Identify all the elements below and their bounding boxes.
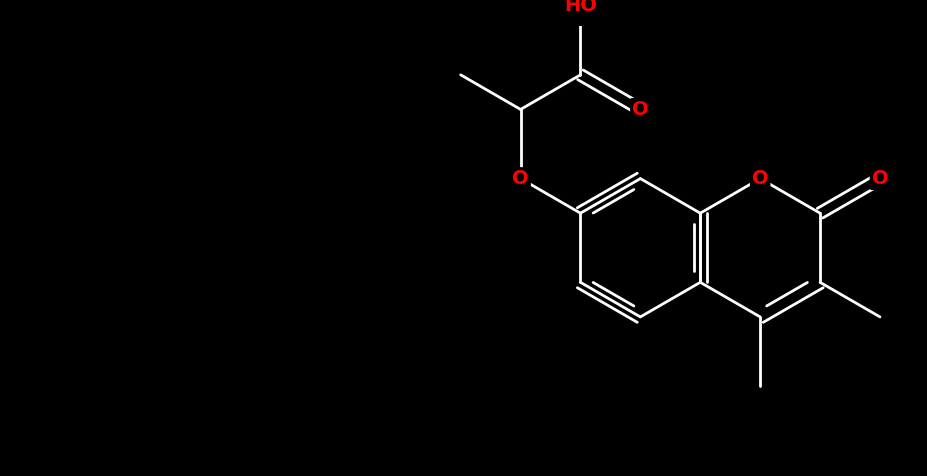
Text: O: O bbox=[631, 100, 648, 119]
Text: O: O bbox=[870, 169, 887, 188]
Text: O: O bbox=[512, 169, 528, 188]
Text: O: O bbox=[751, 169, 768, 188]
Text: HO: HO bbox=[564, 0, 596, 15]
